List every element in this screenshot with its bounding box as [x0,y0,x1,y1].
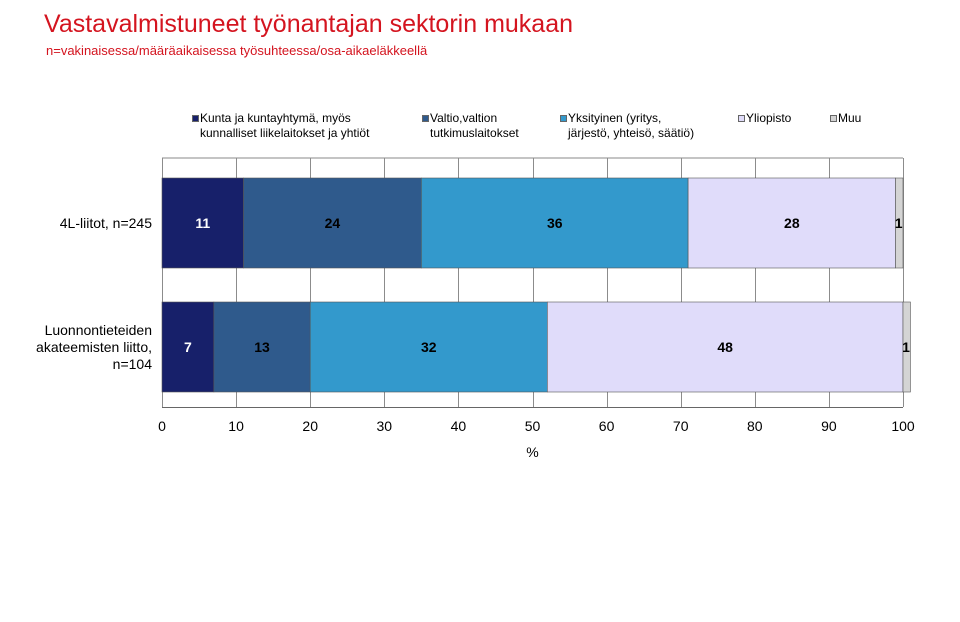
chart-subtitle: n=vakinaisessa/määräaikaisessa työsuhtee… [46,43,428,58]
legend-swatch [738,115,745,122]
x-tick-label: 10 [228,418,244,434]
category-label: Luonnontieteiden akateemisten liitto, n=… [36,322,152,372]
legend-label: Yliopisto [746,111,792,125]
x-tick-label: 60 [599,418,615,434]
bar-segment [309,301,548,393]
bar-segment [213,301,311,393]
data-label: 1 [902,339,910,355]
data-label: 36 [547,215,563,231]
legend-item: Valtio,valtion tutkimuslaitokset [422,111,519,141]
bar-segment [243,177,422,269]
bar-segment [161,301,215,393]
data-label: 24 [325,215,341,231]
chart-title: Vastavalmistuneet työnantajan sektorin m… [44,10,574,38]
data-label: 32 [421,339,437,355]
legend-item: Yliopisto [738,111,792,126]
x-tick-label: 30 [377,418,393,434]
x-tick-label: 40 [451,418,467,434]
x-tick-label: 50 [525,418,541,434]
data-label: 13 [254,339,270,355]
x-tick-label: 100 [891,418,915,434]
bar-segment [687,177,896,269]
data-label: 48 [717,339,733,355]
x-tick-label: 70 [673,418,689,434]
bar-segment [547,301,904,393]
legend-label: Valtio,valtion tutkimuslaitokset [430,111,519,140]
legend-swatch [830,115,837,122]
legend-item: Yksityinen (yritys, järjestö, yhteisö, s… [560,111,695,141]
legend-item: Muu [830,111,862,126]
x-tick-label: 80 [747,418,763,434]
x-axis-label: % [526,444,538,460]
bar-segment [161,177,244,269]
legend-swatch [560,115,567,122]
x-tick-label: 20 [302,418,318,434]
legend-label: Kunta ja kuntayhtymä, myös kunnalliset l… [200,111,370,140]
x-tick-label: 0 [158,418,166,434]
data-label: 28 [784,215,800,231]
data-label: 7 [184,339,192,355]
legend-item: Kunta ja kuntayhtymä, myös kunnalliset l… [192,111,370,141]
bar-segment [421,177,689,269]
legend-swatch [192,115,199,122]
category-label: 4L-liitot, n=245 [59,215,152,231]
legend-label: Yksityinen (yritys, järjestö, yhteisö, s… [568,111,695,140]
legend-swatch [422,115,429,122]
x-tick-label: 90 [821,418,837,434]
data-label: 11 [195,215,210,231]
bar-segment [895,177,904,269]
bar-segment [902,301,911,393]
legend-label: Muu [838,111,862,125]
data-label: 1 [895,215,903,231]
